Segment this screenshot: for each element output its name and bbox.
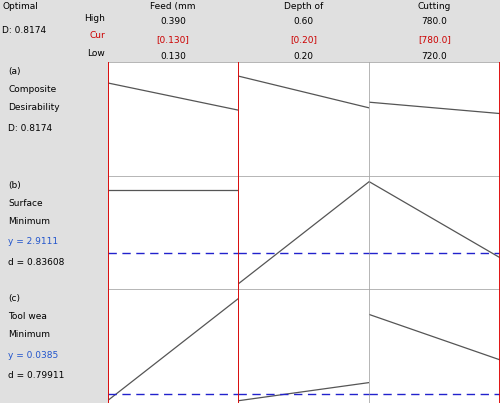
Text: 0.390: 0.390 <box>160 17 186 27</box>
Text: 0.130: 0.130 <box>160 52 186 62</box>
Text: Low: Low <box>88 49 105 58</box>
Text: Tool wea: Tool wea <box>8 312 48 321</box>
Text: (a): (a) <box>8 67 21 76</box>
Text: Minimum: Minimum <box>8 330 50 339</box>
Text: Composite: Composite <box>8 85 56 94</box>
Text: High: High <box>84 14 105 23</box>
Text: d = 0.79911: d = 0.79911 <box>8 371 65 380</box>
Text: D: 0.8174: D: 0.8174 <box>2 26 46 35</box>
Text: D: 0.8174: D: 0.8174 <box>8 124 52 133</box>
Text: y = 0.0385: y = 0.0385 <box>8 351 58 360</box>
Text: Surface: Surface <box>8 199 43 208</box>
Text: Desirability: Desirability <box>8 103 60 112</box>
Text: 720.0: 720.0 <box>422 52 448 62</box>
Text: d = 0.83608: d = 0.83608 <box>8 258 65 267</box>
Text: Cutting: Cutting <box>418 2 452 11</box>
Text: Depth of: Depth of <box>284 2 324 11</box>
Text: y = 2.9111: y = 2.9111 <box>8 237 58 246</box>
Text: [780.0]: [780.0] <box>418 35 451 44</box>
Text: (b): (b) <box>8 181 21 189</box>
Text: 780.0: 780.0 <box>422 17 448 27</box>
Text: Optimal: Optimal <box>2 2 38 11</box>
Text: [0.130]: [0.130] <box>156 35 190 44</box>
Text: (c): (c) <box>8 294 20 303</box>
Text: 0.20: 0.20 <box>294 52 314 62</box>
Text: Feed (mm: Feed (mm <box>150 2 196 11</box>
Text: 0.60: 0.60 <box>294 17 314 27</box>
Text: Cur: Cur <box>89 31 105 40</box>
Text: Minimum: Minimum <box>8 217 50 226</box>
Text: [0.20]: [0.20] <box>290 35 318 44</box>
